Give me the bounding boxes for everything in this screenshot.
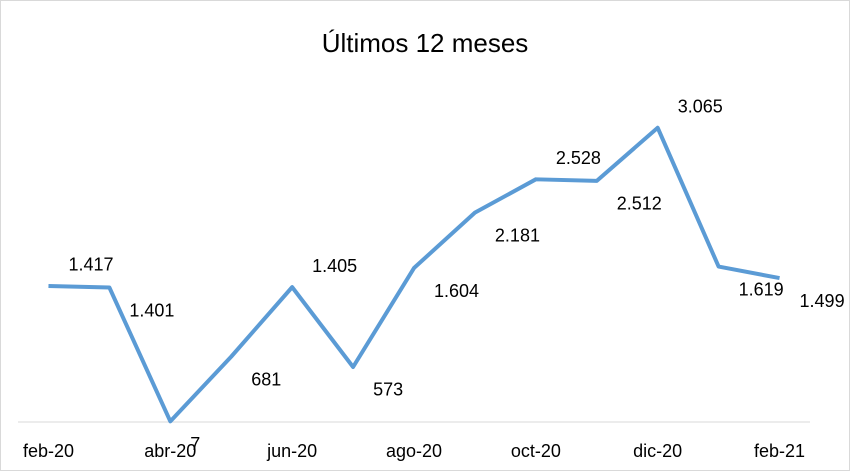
data-label: 1.417 xyxy=(68,255,113,275)
x-tick-label: feb-21 xyxy=(754,441,805,461)
data-label: 573 xyxy=(373,380,403,400)
data-label: 1.401 xyxy=(129,300,174,320)
data-label: 1.405 xyxy=(312,256,357,276)
chart-title: Últimos 12 meses xyxy=(322,28,529,58)
line xyxy=(48,125,780,424)
data-label: 1.619 xyxy=(739,279,784,299)
data-label: 681 xyxy=(251,369,281,389)
x-tick-label: ago-20 xyxy=(386,441,442,461)
x-tick-label: jun-20 xyxy=(266,441,317,461)
data-label: 2.528 xyxy=(556,148,601,168)
x-tick-label: oct-20 xyxy=(511,441,561,461)
data-label: 7 xyxy=(190,434,200,454)
data-label: 3.065 xyxy=(678,97,723,117)
data-label: 1.499 xyxy=(800,291,845,311)
data-label: 2.512 xyxy=(617,194,662,214)
data-label: 1.604 xyxy=(434,281,479,301)
data-label: 2.181 xyxy=(495,225,540,245)
x-tick-label: feb-20 xyxy=(23,441,74,461)
x-tick-label: dic-20 xyxy=(633,441,682,461)
x-tick-label: abr-20 xyxy=(144,441,196,461)
